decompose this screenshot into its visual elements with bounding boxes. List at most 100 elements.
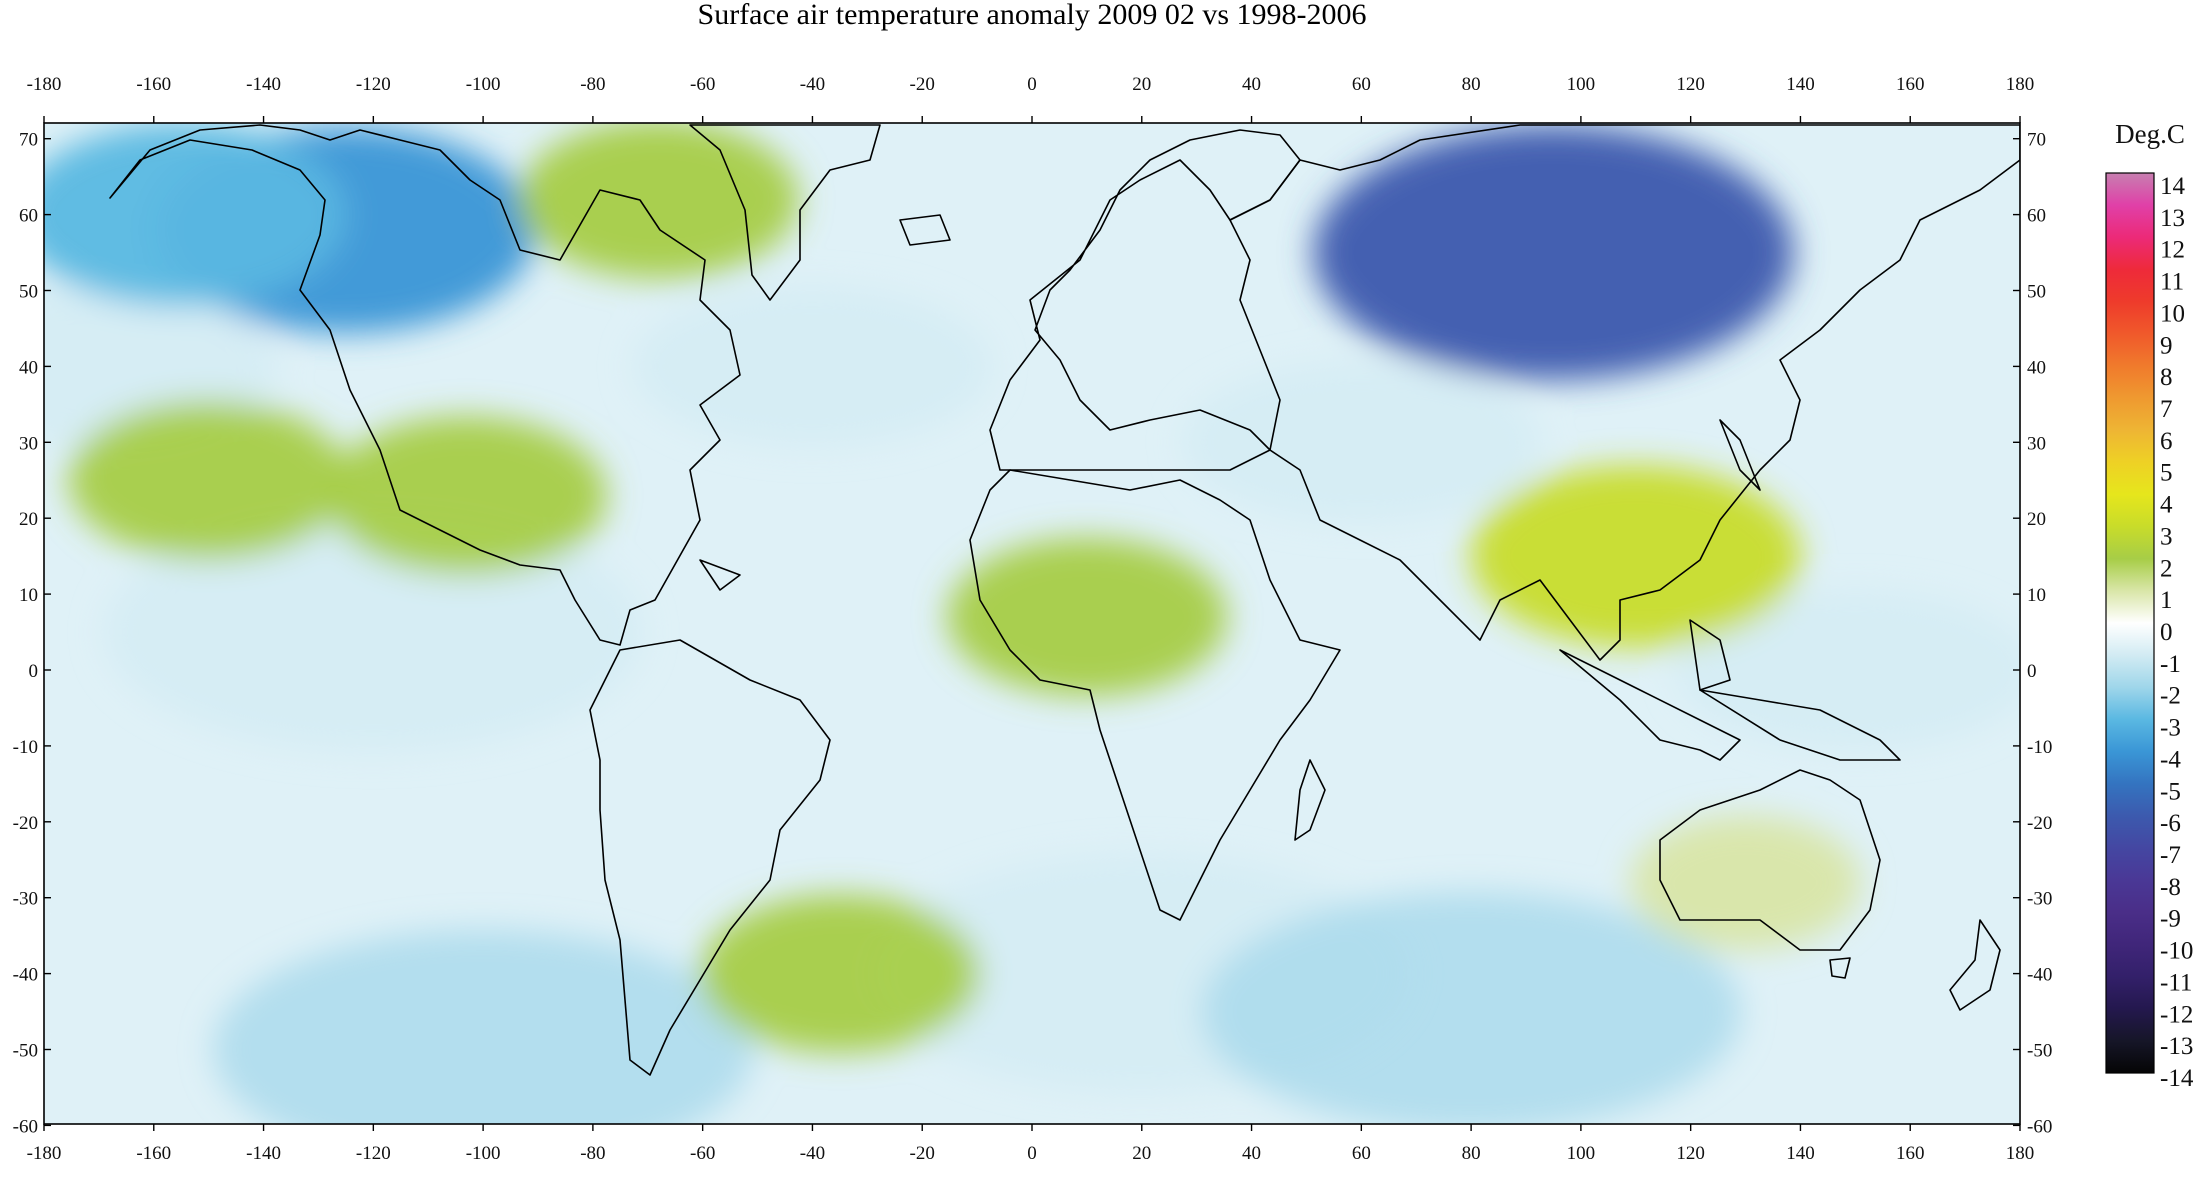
y-tick-label-right: 20 (2027, 509, 2046, 530)
y-tick-label-right: -50 (2027, 1041, 2052, 1062)
y-tick-label-left: -30 (13, 889, 38, 910)
colorbar-label: -2 (2160, 683, 2181, 710)
x-tick-label-top: -120 (356, 74, 391, 95)
y-tick-label-left: 10 (19, 585, 38, 606)
anomaly-patch (946, 537, 1227, 696)
x-tick-label-top: -60 (690, 74, 715, 95)
x-tick-label-top: 160 (1896, 74, 1925, 95)
x-axis-top: -180 -160 -140 -120 -100 -80 -60 -40 -20 0 20 40 60 8… (27, 74, 2035, 123)
y-tick-label-right: 50 (2027, 282, 2046, 303)
x-tick-label-top: 40 (1242, 74, 1261, 95)
x-tick-label-bottom: 80 (1462, 1143, 1481, 1164)
x-tick-label-bottom: 160 (1896, 1143, 1925, 1164)
anomaly-patch (1201, 891, 1742, 1124)
x-tick-label-top: -100 (466, 74, 501, 95)
colorbar-label: -3 (2160, 715, 2181, 742)
y-tick-label-right: 70 (2027, 130, 2046, 151)
anomaly-patch (1630, 815, 1861, 950)
y-tick-label-right: -30 (2027, 889, 2052, 910)
colorbar-label: 8 (2160, 364, 2173, 391)
colorbar-label: 9 (2160, 332, 2173, 359)
y-tick-label-left: 30 (19, 433, 38, 454)
y-tick-label-left: 50 (19, 282, 38, 303)
y-tick-label-right: 60 (2027, 206, 2046, 227)
x-tick-label-bottom: -80 (580, 1143, 605, 1164)
anomaly-field (44, 123, 2020, 1124)
x-tick-label-bottom: 20 (1132, 1143, 1151, 1164)
colorbar-label: 3 (2160, 523, 2173, 550)
anomaly-patch (699, 894, 980, 1053)
colorbar-label: -1 (2160, 651, 2181, 678)
x-tick-label-top: 20 (1132, 74, 1151, 95)
colorbar-label: -9 (2160, 906, 2181, 933)
x-tick-label-bottom: -60 (690, 1143, 715, 1164)
x-tick-label-bottom: -20 (910, 1143, 935, 1164)
y-tick-label-left: -60 (13, 1116, 38, 1137)
x-tick-label-bottom: 0 (1027, 1143, 1037, 1164)
y-tick-label-left: -20 (13, 813, 38, 834)
anomaly-patch (44, 123, 347, 306)
coastlines (109, 124, 2020, 1076)
colorbar-label: -6 (2160, 810, 2181, 837)
y-tick-label-right: -20 (2027, 813, 2052, 834)
x-tick-label-bottom: -100 (466, 1143, 501, 1164)
colorbar-label: 2 (2160, 555, 2173, 582)
colorbar-label: 5 (2160, 460, 2173, 487)
colorbar-label: 13 (2160, 205, 2185, 232)
y-tick-label-right: 30 (2027, 433, 2046, 454)
colorbar-label: -8 (2160, 874, 2181, 901)
x-tick-label-top: -160 (136, 74, 171, 95)
anomaly-patch (103, 512, 644, 753)
colorbar-title: Deg.C (2115, 119, 2185, 149)
colorbar-label: 11 (2160, 269, 2184, 296)
anomaly-patch (1470, 465, 1801, 648)
coastline-asia (1229, 124, 2020, 661)
coastline-greenland (689, 124, 881, 301)
x-tick-label-top: 140 (1786, 74, 1815, 95)
x-tick-label-top: -80 (580, 74, 605, 95)
x-tick-label-top: -180 (27, 74, 62, 95)
coastline-australia (1659, 769, 1881, 951)
x-tick-label-bottom: 60 (1352, 1143, 1371, 1164)
y-axis-left: 70 60 50 40 30 20 10 0 -10 -20 -30 -40 -50 -60 (13, 130, 51, 1137)
coastline-europe (989, 129, 1301, 471)
coastline-north-america (109, 124, 741, 646)
x-tick-label-bottom: -120 (356, 1143, 391, 1164)
coastline-south-america (589, 639, 831, 1076)
x-tick-label-top: 120 (1676, 74, 1705, 95)
colorbar-label: -14 (2160, 1065, 2194, 1092)
x-tick-label-bottom: 40 (1242, 1143, 1261, 1164)
y-tick-label-right: -40 (2027, 965, 2052, 986)
x-tick-label-top: -140 (246, 74, 281, 95)
x-axis-bottom: -180 -160 -140 -120 -100 -80 -60 -40 -20 0 20 40 60 8… (27, 1124, 2035, 1164)
x-tick-label-bottom: -40 (800, 1143, 825, 1164)
coastline-africa (969, 469, 1341, 921)
x-tick-label-bottom: -160 (136, 1143, 171, 1164)
y-tick-label-left: 0 (29, 661, 39, 682)
colorbar-label: 4 (2160, 492, 2173, 519)
colorbar-gradient (2105, 172, 2155, 1074)
colorbar-label: 12 (2160, 237, 2185, 264)
x-tick-label-bottom: 120 (1676, 1143, 1705, 1164)
y-tick-label-right: 40 (2027, 357, 2046, 378)
anomaly-patch (326, 416, 607, 575)
colorbar-label: -13 (2160, 1033, 2193, 1060)
coastline-new-zealand (1949, 919, 2001, 1011)
colorbar-label: 14 (2160, 173, 2186, 200)
x-tick-label-top: 60 (1352, 74, 1371, 95)
colorbar-label: 10 (2160, 300, 2185, 327)
x-tick-label-top: -20 (910, 74, 935, 95)
colorbar-label: -5 (2160, 778, 2181, 805)
x-tick-label-top: 180 (2006, 74, 2035, 95)
colorbar-label: -7 (2160, 842, 2181, 869)
colorbar-label: 7 (2160, 396, 2173, 423)
colorbar-label: 1 (2160, 587, 2173, 614)
y-tick-label-right: 10 (2027, 585, 2046, 606)
map-title: Surface air temperature anomaly 2009 02 … (698, 0, 1367, 31)
colorbar-label: 0 (2160, 619, 2173, 646)
y-tick-label-left: -50 (13, 1041, 38, 1062)
anomaly-patch (632, 286, 993, 447)
x-tick-label-bottom: 180 (2006, 1143, 2035, 1164)
y-tick-label-right: 0 (2027, 661, 2037, 682)
y-tick-label-left: 60 (19, 206, 38, 227)
